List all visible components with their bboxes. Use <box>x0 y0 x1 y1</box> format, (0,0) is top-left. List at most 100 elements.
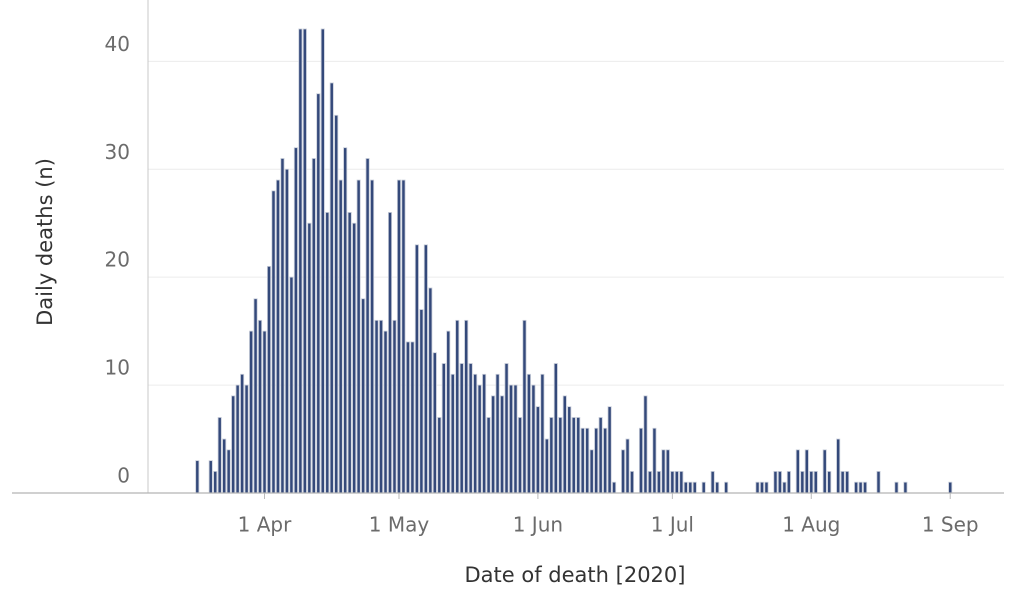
bar <box>289 276 294 494</box>
bar <box>661 449 666 494</box>
bar <box>266 265 272 494</box>
x-tick-label: 1 May <box>369 513 430 537</box>
bar <box>271 190 276 494</box>
bar <box>665 449 670 494</box>
x-tick-label: 1 Aug <box>782 513 840 537</box>
bar <box>576 417 581 494</box>
x-axis-title: Date of death [2020] <box>465 563 686 587</box>
bar <box>836 438 841 494</box>
bar <box>482 373 487 494</box>
bar <box>432 352 437 494</box>
bar <box>647 471 652 494</box>
bar <box>477 384 482 494</box>
bar <box>643 395 648 494</box>
y-tick-label: 20 <box>105 248 130 272</box>
bar <box>625 438 630 494</box>
bar <box>755 481 760 494</box>
bar <box>594 427 599 494</box>
bar <box>585 427 590 494</box>
bar <box>329 82 334 494</box>
bar <box>863 481 868 494</box>
bar <box>352 222 357 494</box>
bar <box>638 427 643 494</box>
bar <box>652 427 657 494</box>
bar <box>298 28 303 494</box>
bar <box>876 471 881 494</box>
bar <box>275 179 280 494</box>
bar <box>437 417 442 494</box>
bar <box>795 449 800 494</box>
bar <box>495 373 500 494</box>
bar <box>522 319 527 494</box>
bar <box>858 481 863 494</box>
bar <box>428 287 433 494</box>
bar <box>262 330 267 494</box>
bar <box>504 363 509 494</box>
bar <box>589 449 594 494</box>
bar <box>513 384 518 494</box>
bar <box>280 158 285 494</box>
bar <box>804 449 809 494</box>
y-tick-label: 40 <box>105 32 130 56</box>
bar <box>894 481 899 494</box>
x-tick-label: 1 Jun <box>513 513 563 537</box>
bar <box>195 460 200 494</box>
bar <box>441 363 446 494</box>
bar <box>396 179 401 494</box>
bar <box>423 244 428 494</box>
bar <box>450 373 455 494</box>
bar <box>679 471 684 494</box>
bar <box>656 471 661 494</box>
bar <box>392 319 397 494</box>
bar <box>379 319 384 494</box>
bar <box>361 298 366 494</box>
bar <box>822 449 827 494</box>
bar <box>249 330 254 494</box>
bar <box>571 417 576 494</box>
bar <box>208 460 213 494</box>
bar <box>715 481 720 494</box>
bar <box>692 481 697 494</box>
y-tick-label: 0 <box>117 464 130 488</box>
bar <box>311 158 316 494</box>
bar <box>854 481 859 494</box>
bar <box>338 179 343 494</box>
bar <box>509 384 514 494</box>
bar <box>948 481 953 494</box>
bar <box>688 481 693 494</box>
bar <box>343 147 348 494</box>
bar <box>562 395 567 494</box>
bar <box>674 471 679 494</box>
bar <box>365 158 370 494</box>
bar <box>683 481 688 494</box>
bar <box>759 481 765 494</box>
bar <box>526 373 531 494</box>
bar <box>531 384 536 494</box>
bar <box>491 395 496 494</box>
bar <box>387 212 393 494</box>
bar <box>603 427 608 494</box>
bar <box>773 471 778 494</box>
bar <box>813 471 818 494</box>
bar <box>468 363 473 494</box>
bar <box>710 471 715 494</box>
y-axis-title: Daily deaths (n) <box>33 158 57 326</box>
bar <box>302 28 307 494</box>
bar <box>567 406 572 494</box>
bar <box>307 222 312 494</box>
bar <box>535 406 540 494</box>
bar <box>580 427 585 494</box>
bar <box>419 309 424 494</box>
bar <box>244 384 249 494</box>
bar <box>464 319 469 494</box>
bar <box>621 449 626 494</box>
bar <box>325 212 330 494</box>
bar <box>383 330 388 494</box>
bar <box>786 471 791 494</box>
bar <box>316 93 321 494</box>
bar <box>459 363 464 494</box>
bar <box>258 319 263 494</box>
bar <box>414 244 419 494</box>
bar <box>558 417 563 494</box>
